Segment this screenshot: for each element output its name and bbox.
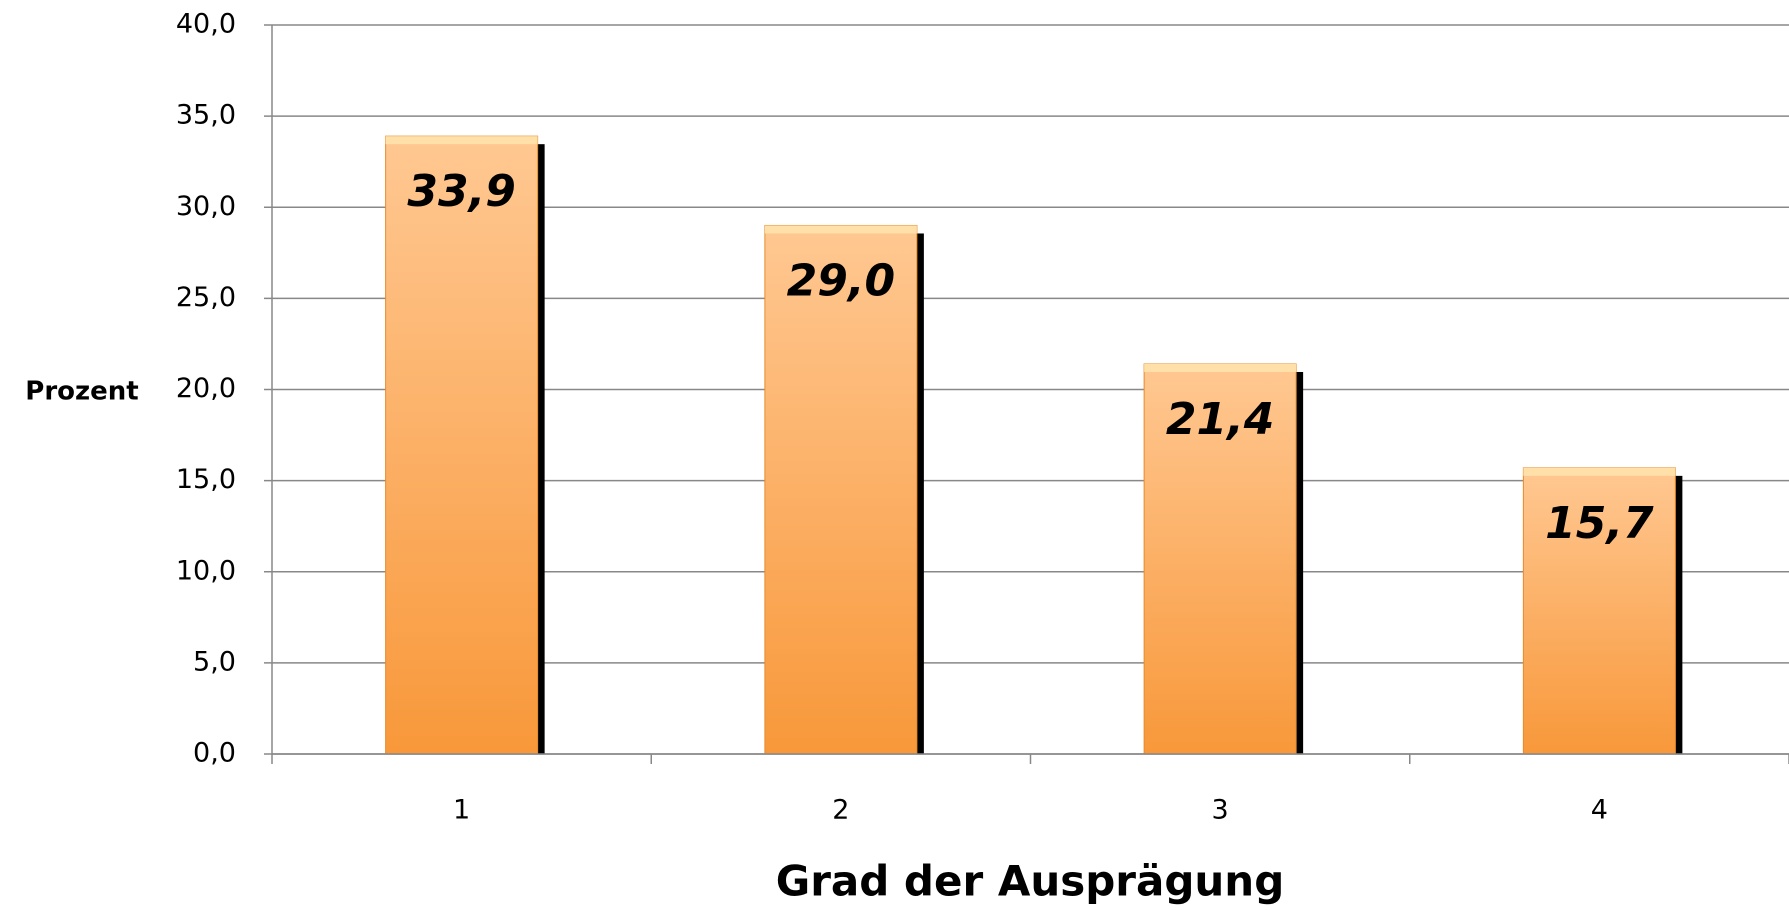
y-axis-label: Prozent [25,377,138,407]
y-tick-label: 25,0 [176,282,236,313]
x-tick-label: 3 [1212,795,1229,826]
x-axis-label: Grad der Ausprägung [776,857,1285,906]
value-label: 21,4 [1166,394,1275,445]
y-tick-label: 35,0 [176,100,236,131]
y-tick-label: 40,0 [176,9,236,40]
bar [764,224,918,755]
value-label: 15,7 [1545,498,1654,549]
y-tick-label: 5,0 [193,646,236,677]
y-tick-label: 20,0 [176,373,236,404]
y-tick-label: 10,0 [176,555,236,586]
bar [1143,363,1297,755]
y-tick-label: 15,0 [176,464,236,495]
bar-highlight [1523,467,1676,476]
value-label: 29,0 [787,255,896,306]
x-tick-label: 4 [1591,795,1608,826]
bar-highlight [764,225,917,234]
bar-highlight [385,136,538,145]
bar [385,135,539,755]
x-tick-label: 2 [832,795,849,826]
bar-highlight [1144,363,1297,372]
y-tick-label: 30,0 [176,191,236,222]
x-tick-label: 1 [453,795,470,826]
y-tick-label: 0,0 [193,738,236,769]
value-label: 33,9 [407,166,516,217]
bar [1522,467,1676,755]
